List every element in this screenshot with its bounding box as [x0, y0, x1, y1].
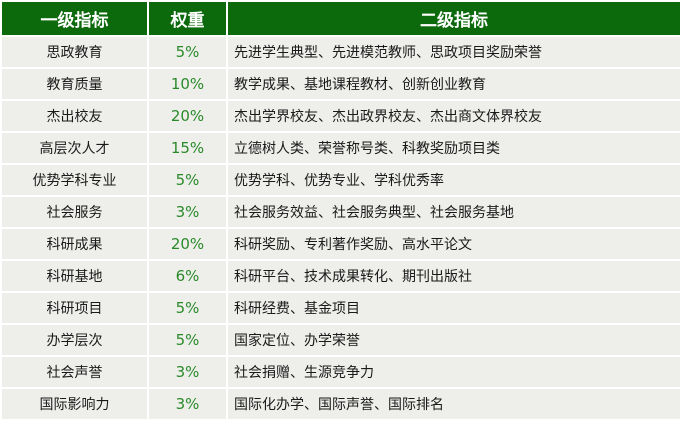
level1-cell: 社会服务: [0, 195, 149, 229]
weight-cell: 20%: [147, 227, 228, 261]
header-weight: 权重: [147, 0, 228, 37]
weight-cell: 3%: [147, 355, 228, 389]
table-row: 社会服务 3% 社会服务效益、社会服务典型、社会服务基地: [0, 195, 682, 229]
table-row: 科研基地 6% 科研平台、技术成果转化、期刊出版社: [0, 259, 682, 293]
level2-cell: 社会服务效益、社会服务典型、社会服务基地: [226, 195, 682, 229]
level2-cell: 杰出学界校友、杰出政界校友、杰出商文体界校友: [226, 99, 682, 133]
weight-cell: 5%: [147, 323, 228, 357]
level2-cell: 科研平台、技术成果转化、期刊出版社: [226, 259, 682, 293]
level1-cell: 高层次人才: [0, 131, 149, 165]
level2-cell: 先进学生典型、先进模范教师、思政项目奖励荣誉: [226, 35, 682, 69]
level2-cell: 教学成果、基地课程教材、创新创业教育: [226, 67, 682, 101]
level2-cell: 科研奖励、专利著作奖励、高水平论文: [226, 227, 682, 261]
table-row: 科研项目 5% 科研经费、基金项目: [0, 291, 682, 325]
weight-cell: 3%: [147, 387, 228, 421]
level2-cell: 国际化办学、国际声誉、国际排名: [226, 387, 682, 421]
level1-cell: 科研项目: [0, 291, 149, 325]
level1-cell: 国际影响力: [0, 387, 149, 421]
level1-cell: 优势学科专业: [0, 163, 149, 197]
level2-cell: 优势学科、优势专业、学科优秀率: [226, 163, 682, 197]
table-row: 优势学科专业 5% 优势学科、优势专业、学科优秀率: [0, 163, 682, 197]
table-row: 思政教育 5% 先进学生典型、先进模范教师、思政项目奖励荣誉: [0, 35, 682, 69]
weight-cell: 5%: [147, 35, 228, 69]
header-level1: 一级指标: [0, 0, 149, 37]
level2-cell: 国家定位、办学荣誉: [226, 323, 682, 357]
weight-cell: 20%: [147, 99, 228, 133]
weight-cell: 15%: [147, 131, 228, 165]
table-row: 国际影响力 3% 国际化办学、国际声誉、国际排名: [0, 387, 682, 421]
level2-cell: 科研经费、基金项目: [226, 291, 682, 325]
table-row: 高层次人才 15% 立德树人类、荣誉称号类、科教奖励项目类: [0, 131, 682, 165]
level2-cell: 社会捐赠、生源竞争力: [226, 355, 682, 389]
weight-cell: 6%: [147, 259, 228, 293]
level1-cell: 科研成果: [0, 227, 149, 261]
table-row: 杰出校友 20% 杰出学界校友、杰出政界校友、杰出商文体界校友: [0, 99, 682, 133]
header-row: 一级指标 权重 二级指标: [0, 0, 682, 37]
level1-cell: 教育质量: [0, 67, 149, 101]
level2-cell: 立德树人类、荣誉称号类、科教奖励项目类: [226, 131, 682, 165]
level1-cell: 杰出校友: [0, 99, 149, 133]
weight-cell: 3%: [147, 195, 228, 229]
table-row: 社会声誉 3% 社会捐赠、生源竞争力: [0, 355, 682, 389]
header-level2: 二级指标: [226, 0, 682, 37]
weight-cell: 5%: [147, 291, 228, 325]
level1-cell: 社会声誉: [0, 355, 149, 389]
table-row: 教育质量 10% 教学成果、基地课程教材、创新创业教育: [0, 67, 682, 101]
weight-cell: 10%: [147, 67, 228, 101]
level1-cell: 办学层次: [0, 323, 149, 357]
level1-cell: 科研基地: [0, 259, 149, 293]
table-row: 办学层次 5% 国家定位、办学荣誉: [0, 323, 682, 357]
weight-cell: 5%: [147, 163, 228, 197]
level1-cell: 思政教育: [0, 35, 149, 69]
table-row: 科研成果 20% 科研奖励、专利著作奖励、高水平论文: [0, 227, 682, 261]
